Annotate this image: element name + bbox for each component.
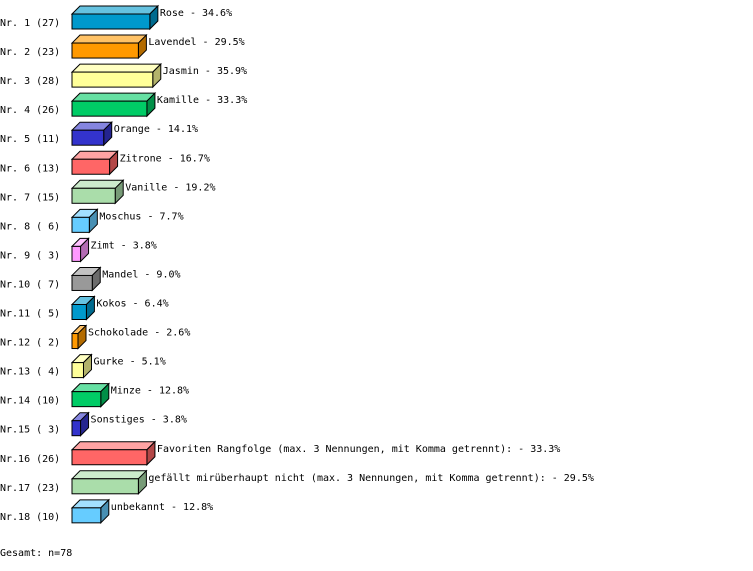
- data-label: Gurke - 5.1%: [93, 357, 165, 368]
- bar: [71, 420, 82, 437]
- bar: [71, 391, 102, 408]
- bar: [71, 187, 116, 204]
- bar: [71, 507, 102, 524]
- bar: [71, 42, 139, 59]
- category-label: Nr. 3 (28): [0, 76, 60, 87]
- data-label: Kokos - 6.4%: [96, 299, 168, 310]
- data-label: Zimt - 3.8%: [91, 240, 157, 251]
- category-label: Nr.10 ( 7): [0, 279, 60, 290]
- data-label: Jasmin - 35.9%: [163, 66, 247, 77]
- bar: [71, 478, 139, 495]
- bar: [71, 333, 79, 350]
- category-label: Nr.13 ( 4): [0, 367, 60, 378]
- category-label: Nr.18 (10): [0, 512, 60, 523]
- bar-top: [70, 179, 125, 189]
- bar: [71, 100, 148, 117]
- data-label: Mandel - 9.0%: [102, 269, 180, 280]
- data-label: gefällt mirüberhaupt nicht (max. 3 Nennu…: [148, 473, 594, 484]
- data-label: Minze - 12.8%: [111, 386, 189, 397]
- category-label: Nr.16 (26): [0, 454, 60, 465]
- bar-top: [70, 441, 157, 451]
- bar: [71, 216, 90, 233]
- bar: [71, 71, 154, 88]
- bar: [71, 245, 82, 262]
- bar-top: [70, 5, 160, 15]
- data-label: Rose - 34.6%: [160, 8, 232, 19]
- category-label: Nr.17 (23): [0, 483, 60, 494]
- data-label: Vanille - 19.2%: [125, 182, 215, 193]
- data-label: Zitrone - 16.7%: [120, 153, 210, 164]
- bar-top: [70, 470, 148, 480]
- data-label: Sonstiges - 3.8%: [91, 415, 187, 426]
- data-label: Schokolade - 2.6%: [88, 328, 190, 339]
- bar: [71, 13, 151, 30]
- category-label: Nr.11 ( 5): [0, 309, 60, 320]
- category-label: Nr. 6 (13): [0, 163, 60, 174]
- category-label: Nr.12 ( 2): [0, 338, 60, 349]
- data-label: Kamille - 33.3%: [157, 95, 247, 106]
- category-label: Nr.15 ( 3): [0, 425, 60, 436]
- category-label: Nr. 5 (11): [0, 134, 60, 145]
- data-label: unbekannt - 12.8%: [111, 502, 213, 513]
- bar: [71, 274, 93, 291]
- bar-chart: Nr. 1 (27) Rose - 34.6% Nr. 2 (23) Lavendel…: [0, 4, 594, 525]
- data-label: Favoriten Rangfolge (max. 3 Nennungen, m…: [157, 444, 560, 455]
- data-label: Lavendel - 29.5%: [148, 37, 244, 48]
- bar-top: [70, 63, 162, 73]
- category-label: Nr. 1 (27): [0, 18, 60, 29]
- bar-top: [70, 34, 148, 44]
- category-label: Nr.14 (10): [0, 396, 60, 407]
- data-label: Moschus - 7.7%: [99, 211, 183, 222]
- bar-top: [70, 92, 157, 102]
- bar: [71, 129, 105, 146]
- bar: [71, 304, 87, 320]
- bar: [71, 449, 148, 466]
- category-label: Nr. 9 ( 3): [0, 250, 60, 261]
- total-count: Gesamt: n=78: [0, 548, 73, 559]
- category-label: Nr. 8 ( 6): [0, 221, 60, 232]
- bar: [71, 158, 111, 175]
- category-label: Nr. 7 (15): [0, 192, 60, 203]
- category-label: Nr. 2 (23): [0, 47, 60, 58]
- bar: [71, 362, 84, 379]
- data-label: Orange - 14.1%: [114, 124, 198, 135]
- category-label: Nr. 4 (26): [0, 105, 60, 116]
